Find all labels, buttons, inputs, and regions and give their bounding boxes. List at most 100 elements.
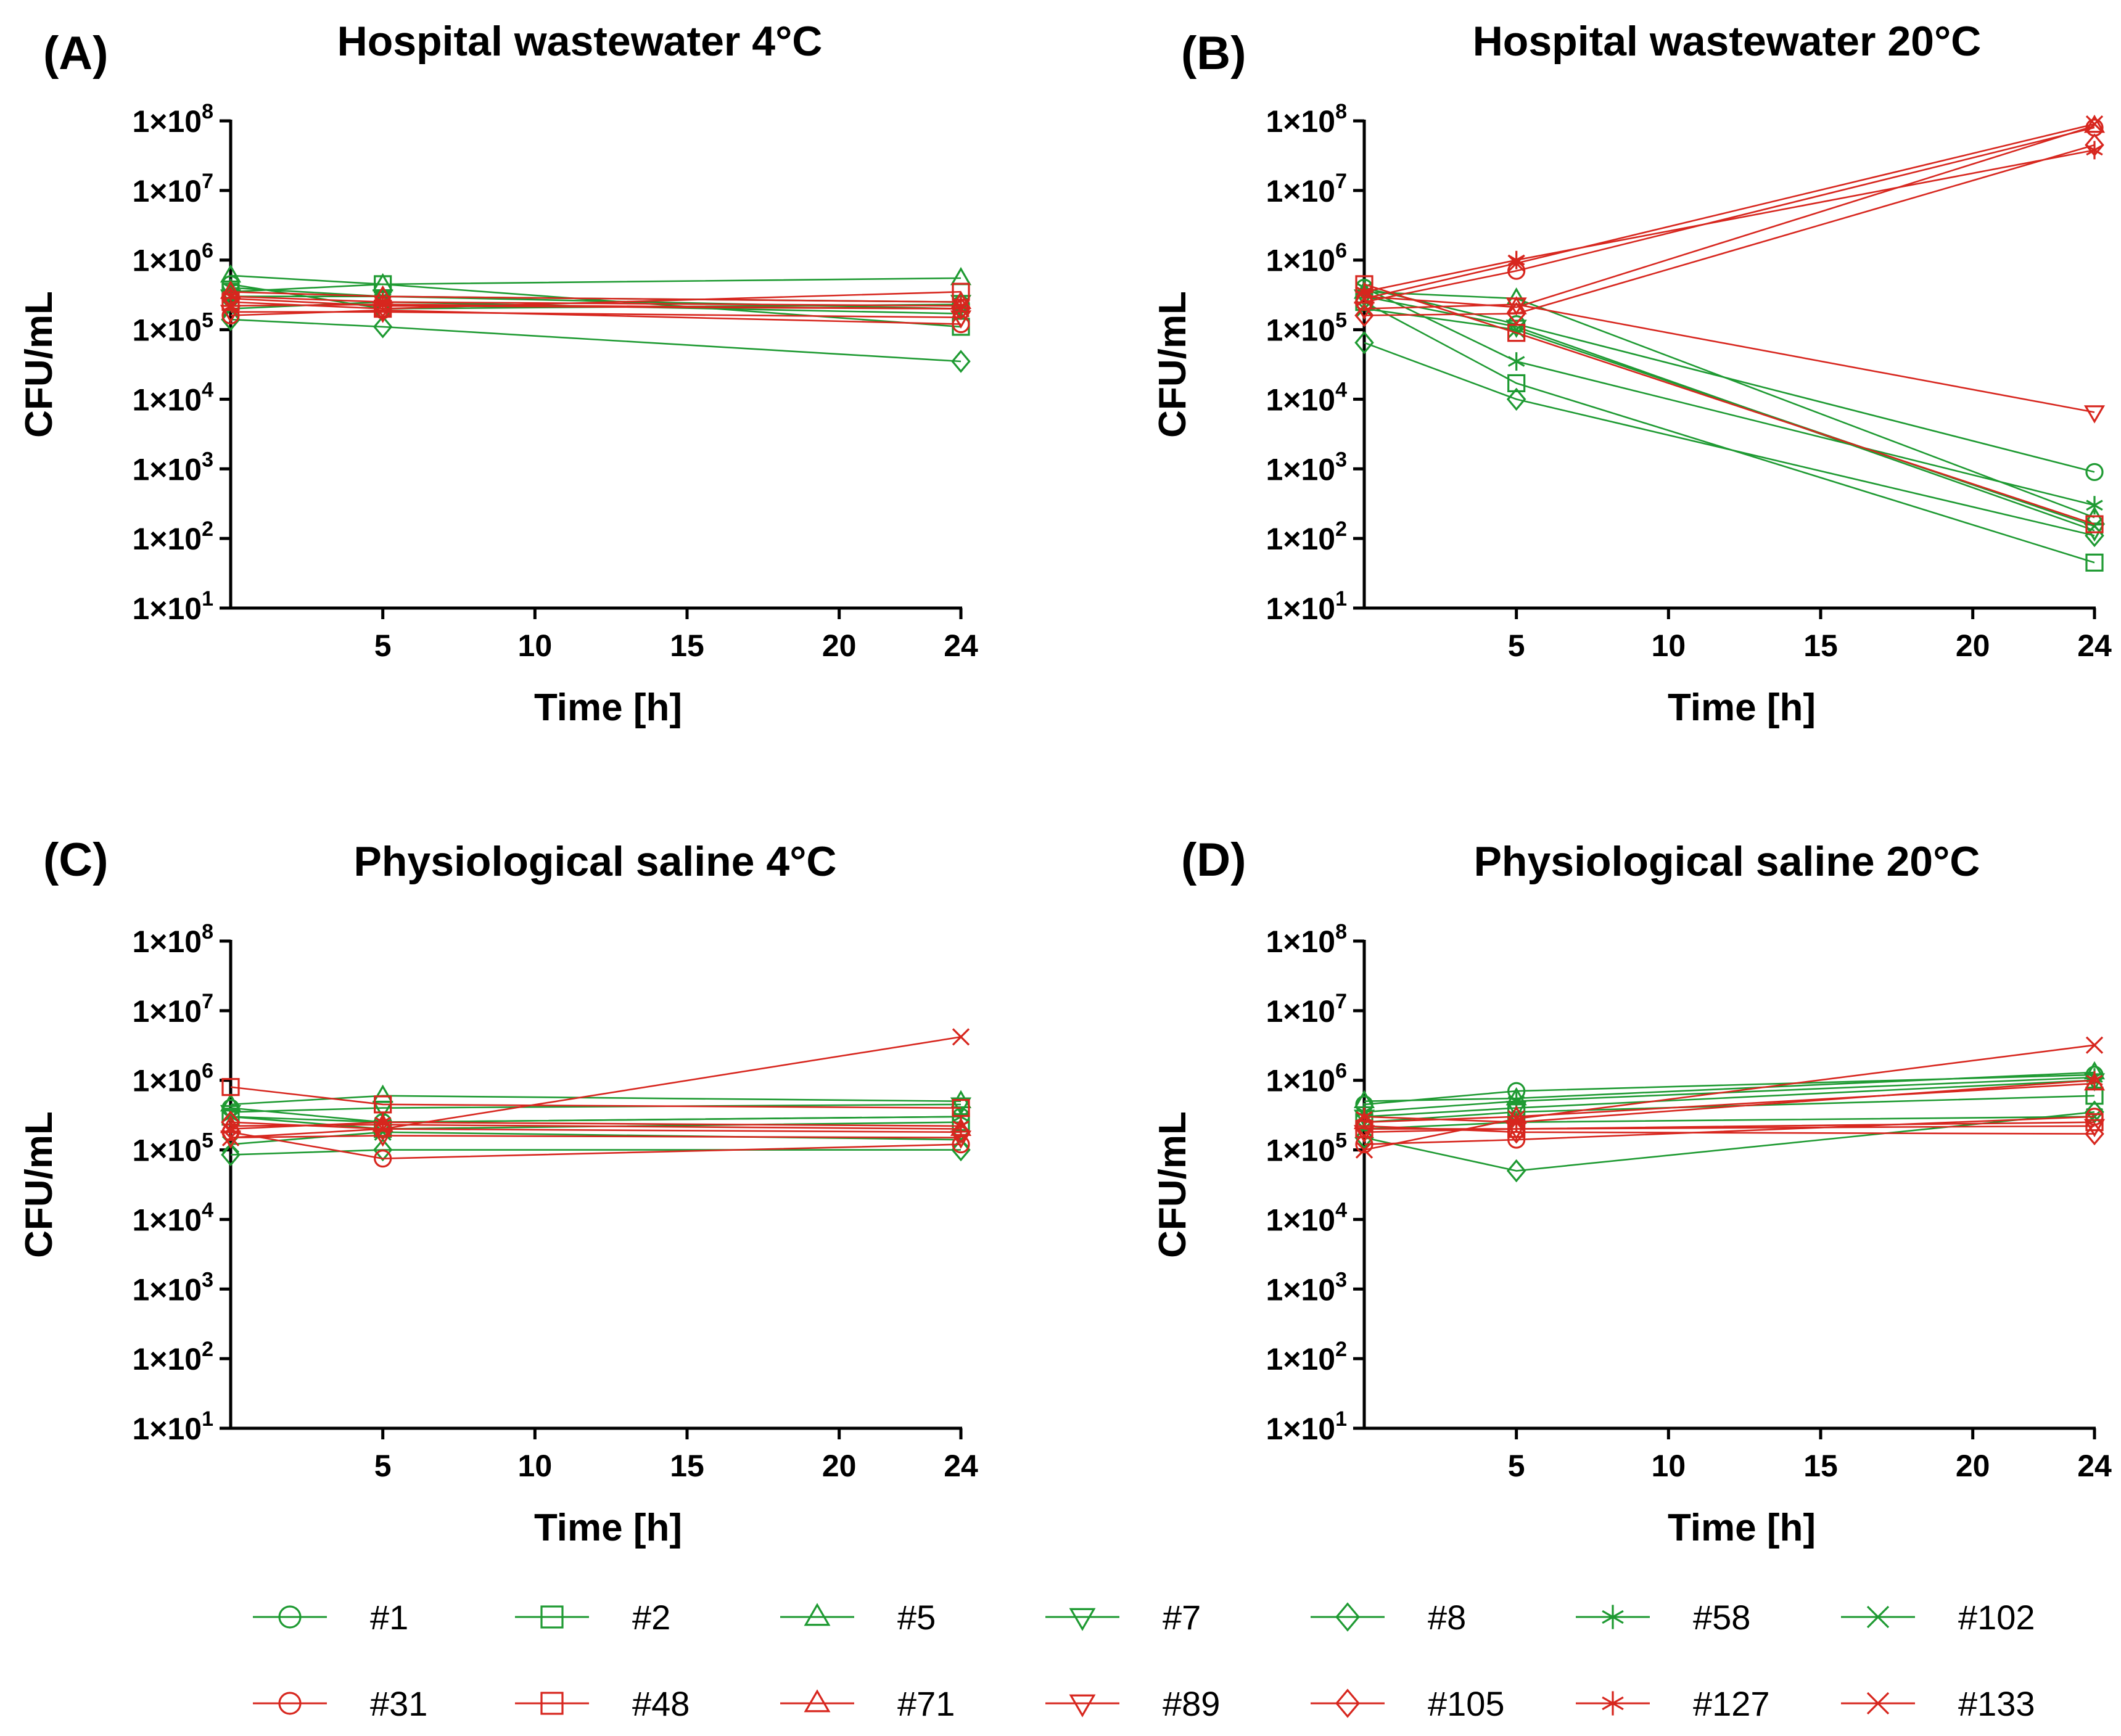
series-8 — [221, 308, 971, 373]
square-marker — [1507, 374, 1526, 393]
circle-marker — [374, 1150, 392, 1168]
series-line — [231, 311, 962, 318]
circle-marker — [952, 1135, 970, 1154]
y-tick-label: 1×106 — [1266, 239, 1347, 278]
legend-item-8: #8 — [1311, 1598, 1466, 1637]
diamond-marker — [951, 350, 971, 373]
series-line — [230, 1103, 962, 1113]
y-tick-label: 1×103 — [1266, 448, 1347, 487]
triangle-up-marker — [372, 1084, 393, 1103]
y-tick-label: 1×101 — [1266, 1407, 1347, 1446]
diamond-marker — [221, 1143, 241, 1167]
y-tick-label: 1×108 — [132, 100, 213, 139]
series-133 — [221, 1028, 970, 1146]
series-line — [1364, 342, 2095, 537]
diamond-marker — [2085, 1122, 2104, 1146]
legend-item-105: #105 — [1311, 1684, 1505, 1723]
y-tick-label: 1×105 — [1266, 1129, 1347, 1168]
x-tick-label: 20 — [1956, 1449, 1990, 1483]
asterisk-marker — [2086, 1071, 2103, 1090]
triangle-down-marker — [950, 1097, 972, 1116]
chart-title: Hospital wastewater 4°C — [337, 18, 823, 65]
x-tick-label: 15 — [1803, 1449, 1838, 1483]
y-tick-label: 1×105 — [132, 309, 213, 348]
x-tick-label: 15 — [1803, 628, 1838, 663]
y-tick-label: 1×105 — [1266, 309, 1347, 348]
legend-item-48: #48 — [515, 1684, 690, 1723]
series-line — [1364, 144, 2095, 316]
diamond-marker — [2085, 1100, 2104, 1124]
triangle-down-marker — [1069, 1608, 1096, 1631]
asterisk-marker — [2086, 496, 2103, 515]
triangle-down-marker — [1505, 297, 1527, 316]
series-31 — [1355, 118, 2104, 311]
x-tick-label: 10 — [1652, 1449, 1686, 1483]
series-line — [1364, 1125, 2095, 1135]
square-marker — [2085, 553, 2104, 572]
diamond-marker — [1506, 387, 1526, 411]
chart-panel-d: (D) Physiological saline 20°C 1×101 1×102 1×… — [1151, 834, 2112, 1549]
triangle-up-marker — [950, 266, 972, 286]
series-line — [1364, 301, 2095, 564]
y-tick-label: 1×106 — [1266, 1059, 1347, 1098]
x-marker — [221, 1129, 240, 1146]
x-marker — [1866, 1605, 1890, 1629]
series-line — [230, 318, 962, 363]
asterisk-marker — [1602, 1691, 1624, 1716]
panel-label: (A) — [43, 27, 109, 80]
x-marker — [2085, 1036, 2104, 1054]
x-axis-label: Time [h] — [1668, 1507, 1816, 1549]
square-marker — [374, 1095, 392, 1114]
legend-label: #127 — [1693, 1684, 1770, 1723]
chart-title: Physiological saline 4°C — [353, 838, 836, 885]
series-line — [1364, 149, 2095, 293]
x-marker — [374, 295, 392, 313]
chart-panel-b: (B) Hospital wastewater 20°C 1×101 1×102 1×1… — [1151, 18, 2112, 729]
series-line — [230, 274, 962, 286]
legend-label: #48 — [632, 1684, 690, 1723]
y-tick-label: 1×104 — [132, 1198, 213, 1237]
panel-label: (C) — [43, 834, 109, 886]
triangle-up-marker — [804, 1689, 831, 1713]
x-marker — [2085, 115, 2104, 133]
legend-item-2: #2 — [515, 1598, 670, 1637]
triangle-down-marker — [2083, 405, 2106, 424]
series-8 — [221, 1138, 971, 1167]
legend-label: #7 — [1163, 1598, 1201, 1637]
legend-item-1: #1 — [253, 1598, 408, 1637]
legend-label: #1 — [370, 1598, 408, 1637]
x-axis-label: Time [h] — [534, 686, 682, 729]
x-axis-label: Time [h] — [1668, 686, 1816, 729]
y-tick-label: 1×108 — [1266, 920, 1347, 959]
asterisk-marker — [2086, 141, 2103, 160]
series-line — [1364, 1071, 2095, 1102]
x-tick-label: 5 — [1508, 1449, 1525, 1483]
x-marker — [1355, 1141, 1374, 1159]
y-tick-label: 1×107 — [1266, 170, 1347, 208]
y-tick-label: 1×101 — [132, 1407, 213, 1446]
circle-marker — [2085, 463, 2104, 482]
legend-label: #2 — [632, 1598, 670, 1637]
y-tick-label: 1×103 — [1266, 1268, 1347, 1307]
y-tick-label: 1×107 — [1266, 990, 1347, 1029]
series-line — [230, 1086, 962, 1109]
legend-label: #102 — [1958, 1598, 2035, 1637]
diamond-marker — [1506, 1159, 1526, 1183]
y-tick-label: 1×101 — [1266, 587, 1347, 626]
asterisk-marker — [1507, 352, 1525, 371]
y-tick-label: 1×104 — [1266, 1198, 1347, 1237]
series-line — [1364, 283, 2095, 525]
x-tick-label: 24 — [944, 1449, 978, 1483]
y-tick-label: 1×105 — [132, 1129, 213, 1168]
diamond-marker — [373, 1138, 393, 1162]
series-line — [230, 1131, 962, 1145]
x-tick-label: 24 — [2077, 1449, 2112, 1483]
y-tick-label: 1×102 — [132, 517, 213, 556]
y-tick-label: 1×103 — [132, 1268, 213, 1307]
diamond-marker — [1354, 303, 1374, 327]
x-tick-label: 15 — [670, 1449, 704, 1483]
legend-item-102: #102 — [1841, 1598, 2035, 1637]
x-marker — [952, 300, 970, 318]
legend-label: #8 — [1428, 1598, 1466, 1637]
square-marker — [221, 1078, 240, 1096]
